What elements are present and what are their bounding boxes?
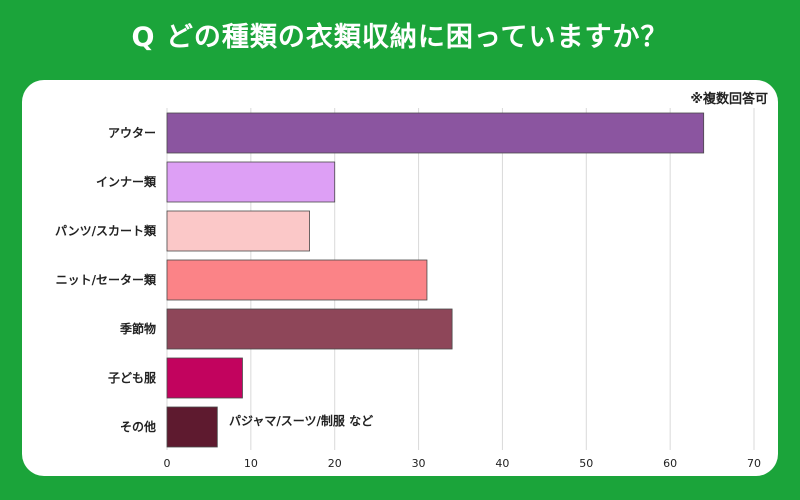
- x-tick-label: 70: [747, 457, 761, 470]
- multiple-answer-note: ※複数回答可: [690, 92, 768, 107]
- bar: [166, 112, 705, 154]
- x-tick-label: 0: [164, 457, 171, 470]
- x-tick-label: 60: [663, 457, 677, 470]
- bar: [166, 210, 310, 252]
- x-tick-label: 20: [328, 457, 342, 470]
- bar: [166, 357, 243, 399]
- category-label: アウター: [108, 126, 156, 140]
- category-label: その他: [120, 419, 156, 434]
- bar: [166, 161, 336, 203]
- bar-annotation: パジャマ/スーツ/制服 など: [229, 413, 373, 428]
- category-label: 季節物: [119, 321, 156, 336]
- bar: [166, 406, 218, 448]
- x-tick-label: 40: [495, 457, 509, 470]
- bar: [166, 259, 428, 301]
- bar: [166, 308, 453, 350]
- category-label: パンツ/スカート類: [55, 223, 157, 238]
- category-label: 子ども服: [108, 370, 157, 385]
- page-title: Q どの種類の衣類収納に困っていますか？: [131, 22, 669, 53]
- x-tick-label: 50: [579, 457, 593, 470]
- x-tick-label: 30: [412, 457, 426, 470]
- category-label: ニット/セーター類: [56, 272, 157, 287]
- category-label: インナー類: [96, 174, 157, 189]
- x-tick-label: 10: [244, 457, 258, 470]
